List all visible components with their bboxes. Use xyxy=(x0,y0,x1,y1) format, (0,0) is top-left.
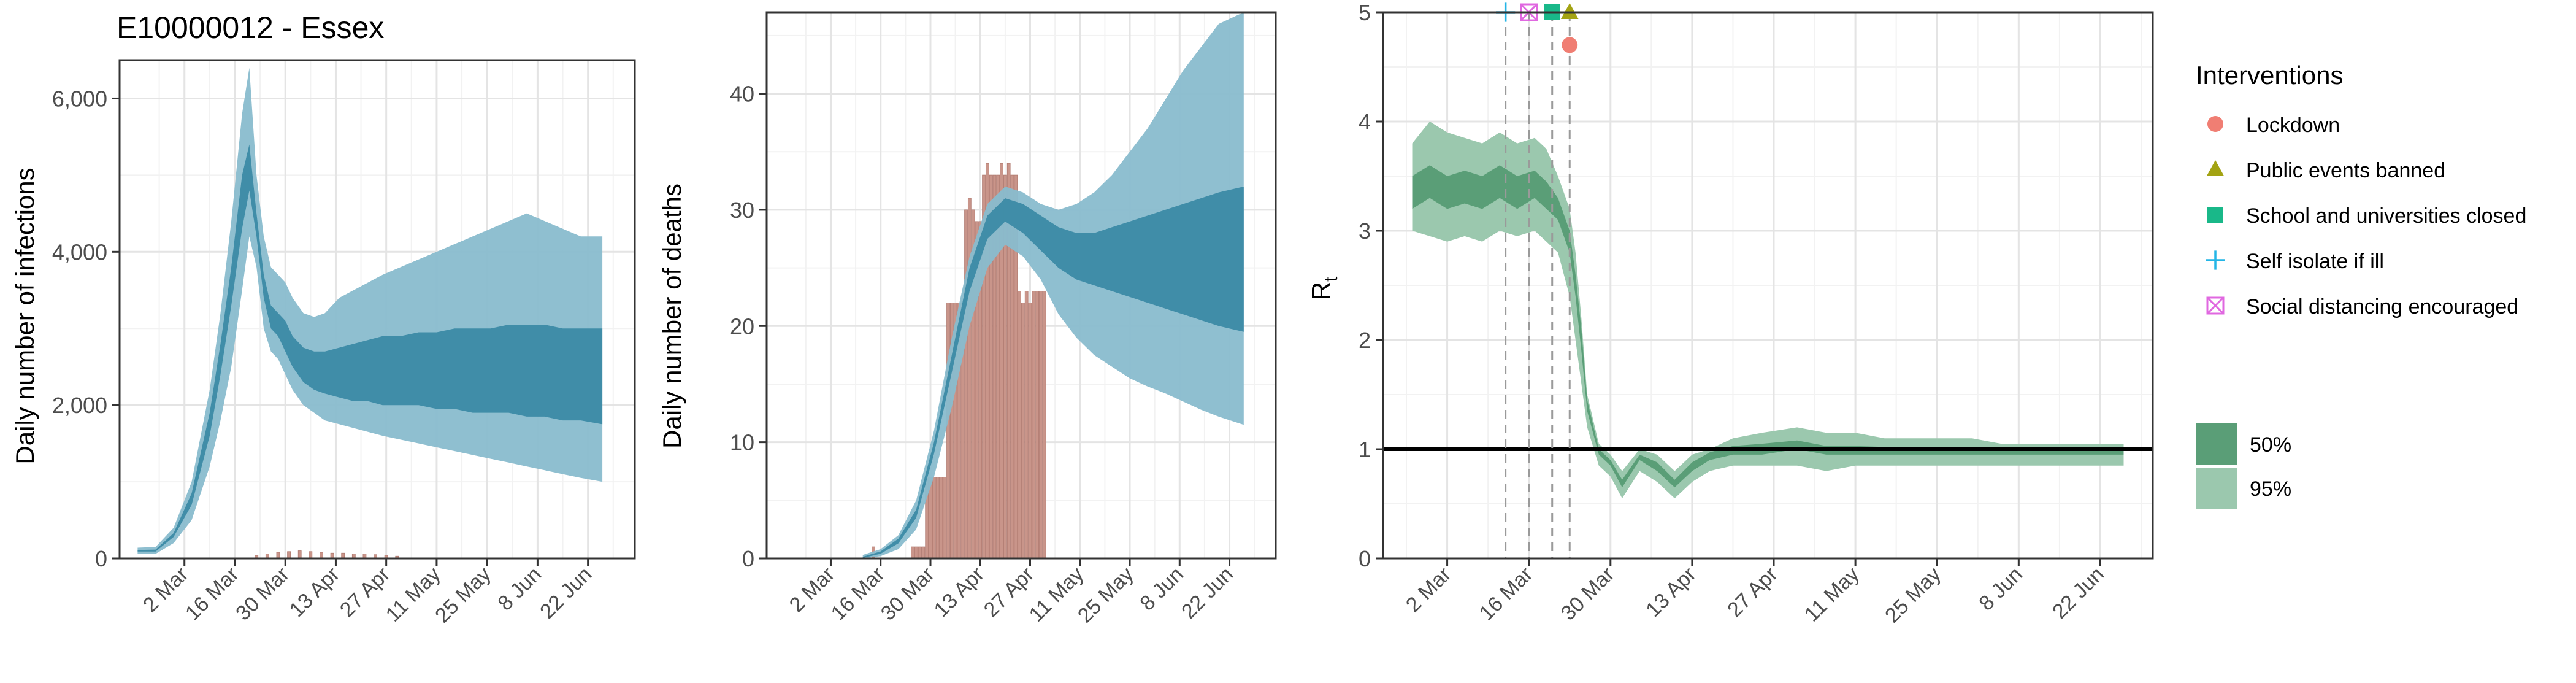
deaths-ribbon-50pct xyxy=(862,187,1244,558)
infections-y-tick-label: 4,000 xyxy=(52,239,107,264)
deaths-bar xyxy=(964,209,968,559)
marker-self-isolate-if-ill xyxy=(2206,250,2225,270)
deaths-y-tick-label: 30 xyxy=(730,198,754,223)
deaths-bar xyxy=(946,303,950,559)
deaths-bar xyxy=(1021,303,1025,559)
deaths-bar xyxy=(1035,291,1039,559)
rt-x-tick-label: 16 Mar xyxy=(1475,563,1538,625)
legend-interval-label: 50% xyxy=(2250,433,2291,457)
deaths-y-tick-label: 20 xyxy=(730,314,754,339)
infections-x-tick-label: 30 Mar xyxy=(231,563,294,625)
deaths-ylabel: Daily number of deaths xyxy=(657,183,686,449)
infections-y-tick-label: 0 xyxy=(95,546,107,571)
rt-x-tick-label: 13 Apr xyxy=(1641,563,1700,622)
infections-x-tick-label: 11 May xyxy=(381,563,445,627)
legend-swatch-50pct xyxy=(2196,423,2237,465)
rt-y-tick-label: 0 xyxy=(1359,546,1371,571)
deaths-bar xyxy=(932,477,936,559)
deaths-bar xyxy=(943,477,947,559)
infections-x-tick-label: 25 May xyxy=(431,563,496,628)
legend-title: Interventions xyxy=(2196,61,2343,90)
rt-x-tick-label: 2 Mar xyxy=(1401,563,1455,617)
rt-y-tick-label: 3 xyxy=(1359,218,1371,244)
marker-lockdown xyxy=(1562,37,1578,53)
legend-label: Lockdown xyxy=(2246,114,2340,137)
deaths-x-tick-label: 16 Mar xyxy=(827,563,889,625)
infections-ylabel: Daily number of infections xyxy=(10,168,39,464)
deaths-bar xyxy=(1024,291,1029,559)
deaths-bar xyxy=(914,546,918,559)
legend-label: Public events banned xyxy=(2246,159,2445,182)
rt-y-tick-label: 2 xyxy=(1359,328,1371,353)
legend-label: School and universities closed xyxy=(2246,204,2526,228)
infections-y-tick-label: 6,000 xyxy=(52,86,107,111)
infections-y-tick-label: 2,000 xyxy=(52,393,107,418)
rt-ribbon-95pct xyxy=(1412,122,2124,499)
rt-x-tick-label: 8 Jun xyxy=(1974,563,2027,615)
infections-x-tick-label: 13 Apr xyxy=(285,563,344,622)
deaths-y-tick-label: 0 xyxy=(742,546,754,571)
infections-x-tick-label: 22 Jun xyxy=(535,563,596,623)
marker-social-distancing-encouraged xyxy=(2206,296,2225,315)
legend: Interventions Lockdown Public events bann… xyxy=(2196,61,2526,509)
deaths-bar xyxy=(1039,291,1043,559)
rt-y-tick-label: 5 xyxy=(1359,0,1371,25)
rt-ylabel-subscript: t xyxy=(1321,276,1341,282)
figure-title: E10000012 - Essex xyxy=(117,10,384,45)
rt-y-tick-label: 1 xyxy=(1359,437,1371,462)
rt-panel: 0 1 2 3 4 5 2 Mar 16 Mar 30 Mar 13 Apr 27 Apr 11 Ma… xyxy=(1359,0,2154,628)
deaths-bar xyxy=(939,477,943,559)
rt-y-tick-label: 4 xyxy=(1359,109,1371,134)
infections-bar xyxy=(297,550,302,559)
rt-x-tick-label: 30 Mar xyxy=(1557,563,1619,625)
legend-swatch-95pct xyxy=(2196,468,2237,509)
marker-public-events-banned xyxy=(1560,3,1579,20)
deaths-bar xyxy=(1042,291,1046,559)
deaths-bar xyxy=(911,546,914,559)
rt-x-tick-label: 11 May xyxy=(1800,563,1864,627)
deaths-x-tick-label: 25 May xyxy=(1073,563,1138,628)
deaths-bars xyxy=(872,163,1046,559)
marker-lockdown xyxy=(2207,116,2223,132)
deaths-x-tick-label: 13 Apr xyxy=(930,563,989,622)
deaths-bar xyxy=(918,546,922,559)
deaths-bar xyxy=(935,477,940,559)
deaths-ribbon-95pct xyxy=(862,12,1244,558)
deaths-y-tick-label: 40 xyxy=(730,82,754,107)
infections-bar xyxy=(309,551,313,559)
rt-ylabel: Rt xyxy=(1306,276,1341,300)
legend-label: Social distancing encouraged xyxy=(2246,295,2518,318)
rt-panel-border xyxy=(1382,11,2154,560)
deaths-y-tick-label: 10 xyxy=(730,430,754,455)
marker-school-and-universities-closed xyxy=(2207,207,2223,223)
rt-ribbon-50pct xyxy=(1412,165,2124,488)
infections-ribbon-50pct xyxy=(137,144,603,552)
marker-public-events-banned xyxy=(2206,160,2225,177)
svg-text:Rt: Rt xyxy=(1306,276,1341,300)
deaths-x-tick-label: 30 Mar xyxy=(876,563,939,625)
infections-panel-border xyxy=(118,59,636,560)
legend-label: Self isolate if ill xyxy=(2246,250,2384,273)
rt-x-tick-label: 27 Apr xyxy=(1723,563,1782,622)
deaths-bar xyxy=(921,546,926,559)
deaths-bar xyxy=(1028,303,1032,559)
infections-bar xyxy=(287,551,291,559)
deaths-panel-border xyxy=(765,11,1277,560)
deaths-bar xyxy=(1032,291,1036,559)
rt-ylabel-main: R xyxy=(1306,282,1335,300)
infections-x-tick-label: 16 Mar xyxy=(181,563,243,625)
deaths-x-tick-label: 22 Jun xyxy=(1177,563,1238,623)
legend-interval-label: 95% xyxy=(2250,477,2291,501)
rt-x-tick-label: 25 May xyxy=(1880,563,1945,628)
deaths-bar xyxy=(1018,291,1021,559)
deaths-bar xyxy=(967,198,972,559)
rt-x-tick-label: 22 Jun xyxy=(2048,563,2109,623)
